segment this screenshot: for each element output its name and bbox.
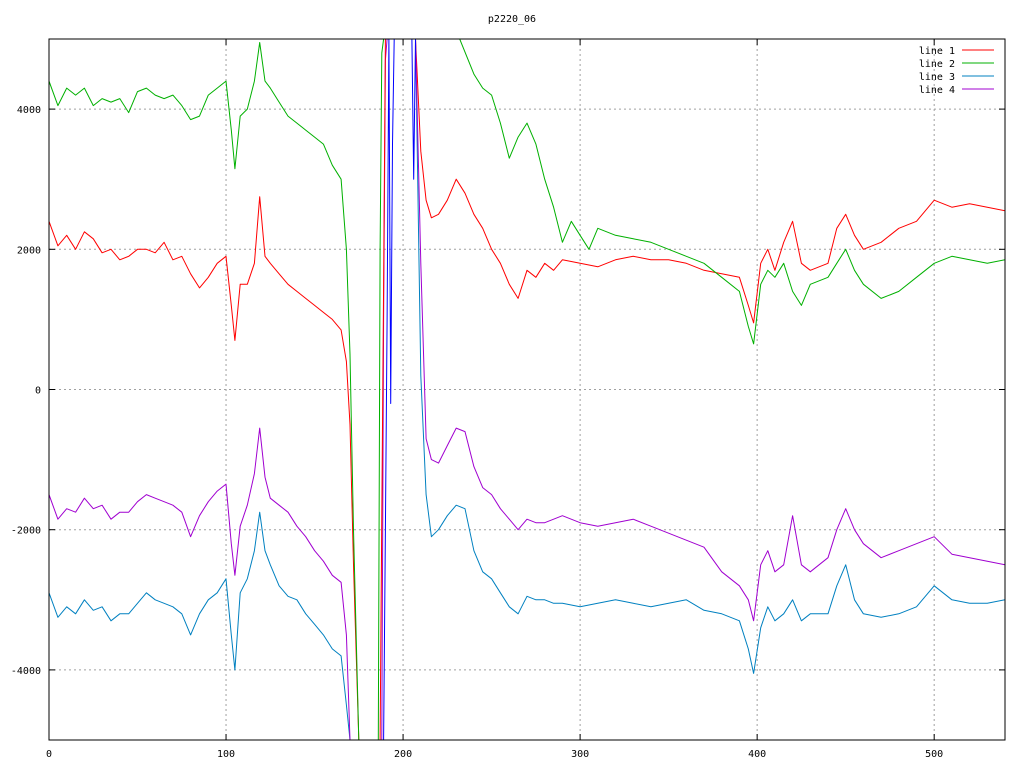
axis-ticks: 0 100 200 300 400 500 -4000 -2000 0 2000 4000	[11, 39, 1005, 760]
series-line-line-1	[415, 39, 1005, 324]
y-tick-label: -2000	[11, 526, 41, 537]
x-tick-label: 100	[217, 749, 235, 760]
x-tick-label: 200	[394, 749, 412, 760]
legend-label: line 4	[919, 85, 955, 96]
legend-label: line 2	[919, 59, 955, 70]
series-line-spike	[379, 39, 386, 740]
legend: line 1 line 2 line 3 line 4	[919, 46, 994, 96]
series-line-line-3	[415, 39, 1005, 674]
series-line-spike	[377, 39, 385, 740]
legend-label: line 1	[919, 46, 955, 57]
series-line-line-2	[426, 39, 1005, 345]
y-tick-label: 4000	[17, 105, 41, 116]
x-tick-label: 400	[748, 749, 766, 760]
series-line-line-4	[49, 427, 351, 740]
series-line-line-1	[49, 196, 360, 740]
series-line-spike	[383, 39, 395, 740]
grid	[49, 39, 1005, 740]
y-tick-label: 0	[35, 386, 41, 397]
legend-label: line 3	[919, 72, 955, 83]
x-tick-label: 300	[571, 749, 589, 760]
x-tick-label: 0	[46, 749, 52, 760]
series-lines	[49, 39, 1005, 740]
series-line-spike	[411, 39, 416, 180]
y-tick-label: -4000	[11, 666, 41, 677]
series-line-line-4	[415, 39, 1005, 622]
series-line-line-2	[49, 42, 360, 740]
plot-frame	[48, 38, 1006, 741]
y-tick-label: 2000	[17, 245, 41, 256]
series-line-line-3	[49, 511, 351, 740]
chart-title: p2220_06	[488, 14, 536, 25]
x-tick-label: 500	[925, 749, 943, 760]
